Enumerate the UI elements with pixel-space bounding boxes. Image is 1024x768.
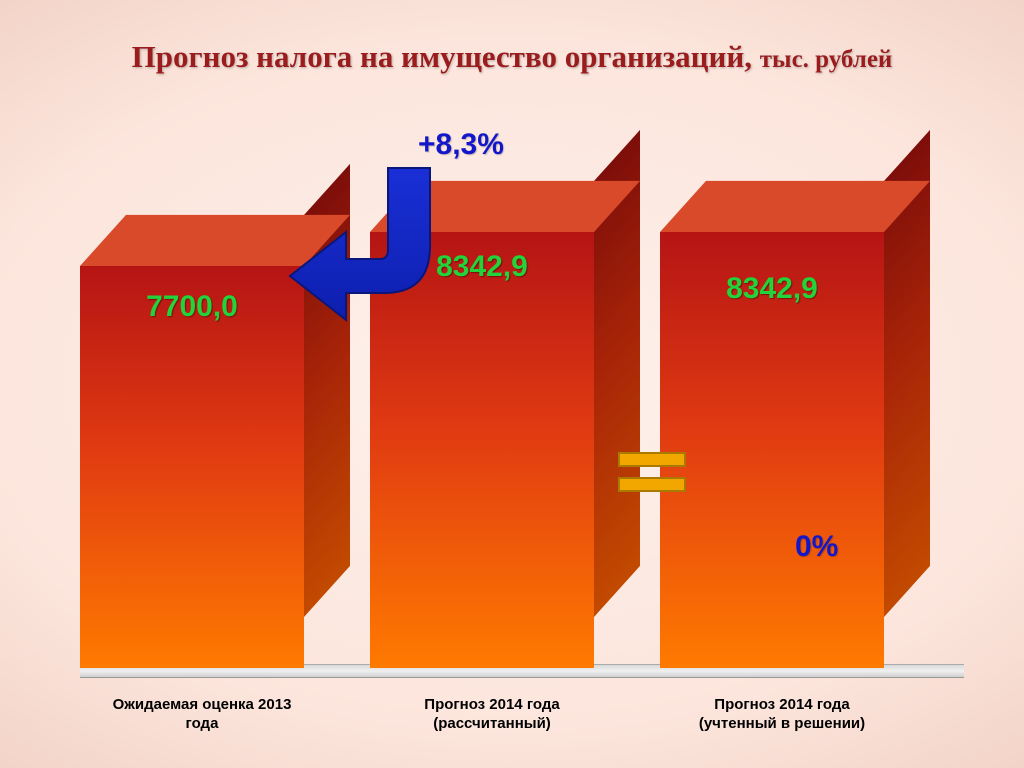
bar-xlabel: Прогноз 2014 года(учтенный в решении) (650, 696, 914, 734)
slide-title: Прогноз налога на имущество организаций,… (0, 38, 1024, 75)
equals-icon (618, 477, 686, 492)
zero-percent-label: 0% (795, 530, 838, 564)
bar-chart: 7700,0Ожидаемая оценка 2013года8342,9Про… (80, 150, 964, 678)
bar-2: 8342,9 (660, 232, 884, 668)
bar-value-label: 7700,0 (80, 290, 304, 324)
bar-value-label: 8342,9 (660, 272, 884, 306)
equals-icon (618, 452, 686, 467)
bar-front (80, 266, 304, 668)
growth-arrow-icon (280, 162, 460, 342)
bar-xlabel: Ожидаемая оценка 2013года (70, 696, 334, 734)
bar-xlabel: Прогноз 2014 года(рассчитанный) (360, 696, 624, 734)
bar-0: 7700,0 (80, 266, 304, 668)
bar-top (660, 181, 930, 232)
title-sub: тыс. рублей (760, 46, 893, 73)
growth-percent-label: +8,3% (418, 128, 504, 162)
title-main: Прогноз налога на имущество организаций, (132, 39, 760, 74)
